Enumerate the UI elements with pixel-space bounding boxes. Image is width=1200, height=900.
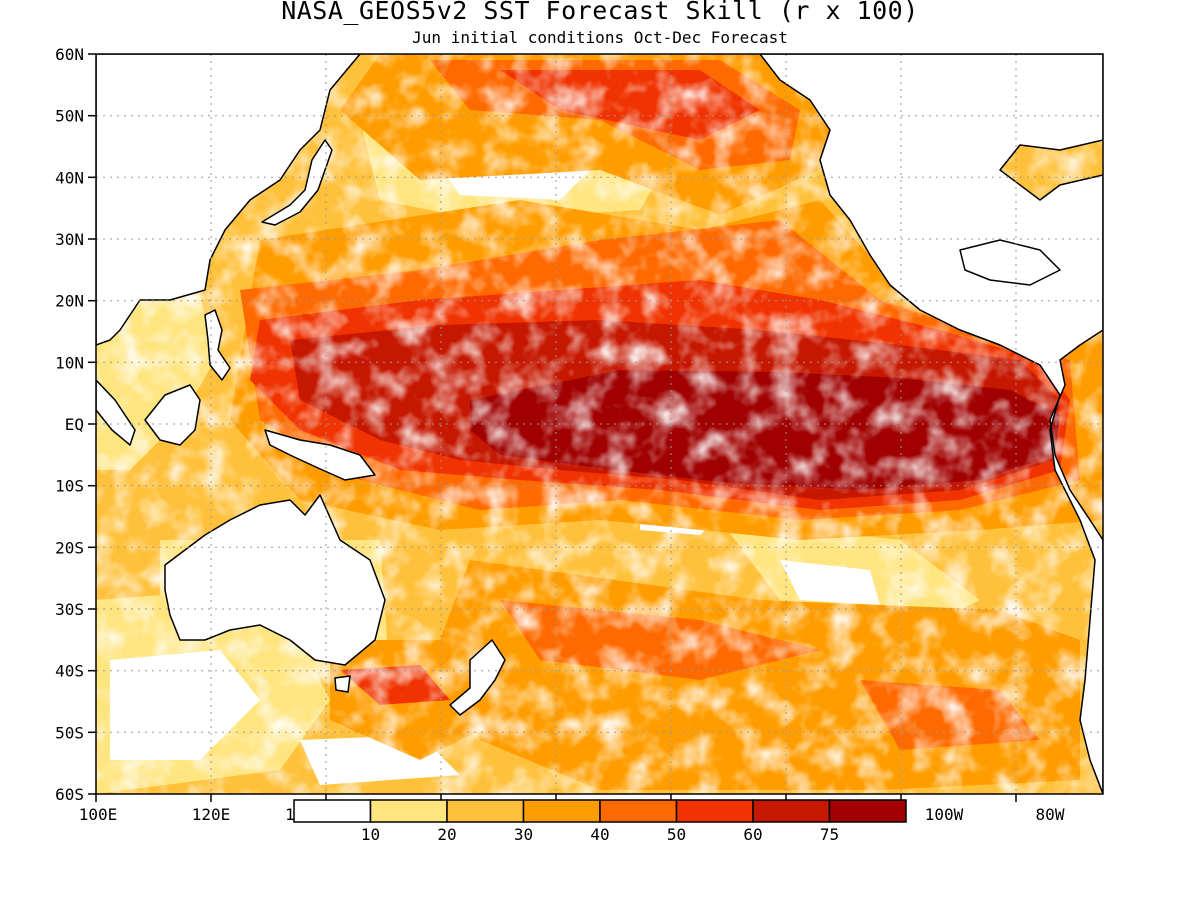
lat-label: 30N bbox=[55, 230, 84, 249]
graticule bbox=[96, 54, 1103, 794]
lat-tick-marks bbox=[88, 53, 96, 795]
lat-label: EQ bbox=[65, 415, 84, 434]
legend-swatch bbox=[675, 799, 754, 823]
lat-label: 30S bbox=[55, 600, 84, 619]
lon-label: 120E bbox=[192, 805, 231, 824]
land-new-guinea bbox=[264, 429, 376, 481]
legend-swatch bbox=[752, 799, 831, 823]
chart-title: NASA_GEOS5v2 SST Forecast Skill (r x 100… bbox=[281, 0, 919, 25]
chart-subtitle: Jun initial conditions Oct-Dec Forecast bbox=[412, 28, 788, 47]
legend-swatch bbox=[599, 799, 678, 823]
legend-tick-label: 75 bbox=[820, 825, 839, 844]
land-gulf-coast bbox=[959, 239, 1061, 286]
land-borneo bbox=[144, 384, 201, 446]
lat-label: 20S bbox=[55, 538, 84, 557]
lon-label: 100E bbox=[79, 805, 118, 824]
legend-tick-label: 10 bbox=[361, 825, 380, 844]
legend-tick-label: 60 bbox=[743, 825, 762, 844]
legend-tick-label: 20 bbox=[437, 825, 456, 844]
legend-tick-label: 30 bbox=[514, 825, 533, 844]
land-australia bbox=[164, 494, 386, 666]
lat-label: 10N bbox=[55, 353, 84, 372]
lat-labels: 60N 50N 40N 30N 20N 10N EQ 10S 20S 30S 4… bbox=[55, 45, 84, 804]
land-sumatra bbox=[96, 379, 136, 446]
legend-swatch bbox=[293, 799, 372, 823]
land-americas bbox=[759, 54, 1103, 794]
land-asia bbox=[96, 54, 361, 346]
lat-label: 60N bbox=[55, 45, 84, 64]
lat-label: 40S bbox=[55, 662, 84, 681]
land bbox=[96, 54, 1103, 794]
legend-tick-label: 50 bbox=[667, 825, 686, 844]
legend-swatch bbox=[828, 799, 907, 823]
land-tasmania bbox=[334, 675, 351, 693]
lat-label: 40N bbox=[55, 168, 84, 187]
legend-swatch bbox=[522, 799, 601, 823]
land-japan bbox=[261, 139, 333, 226]
lon-labels: 100E 120E 1 100W 80W bbox=[79, 805, 1065, 824]
map-field bbox=[96, 54, 1103, 794]
legend-swatch bbox=[369, 799, 448, 823]
lat-label: 20N bbox=[55, 292, 84, 311]
legend-tick-label: 40 bbox=[590, 825, 609, 844]
lat-label: 50S bbox=[55, 723, 84, 742]
lat-label: 50N bbox=[55, 107, 84, 126]
lat-label: 60S bbox=[55, 785, 84, 804]
land-new-zealand bbox=[449, 639, 506, 716]
lon-label: 80W bbox=[1036, 805, 1065, 824]
lon-label: 1 bbox=[285, 805, 295, 824]
color-legend: 10 20 30 40 50 60 75 bbox=[293, 799, 907, 844]
lat-label: 10S bbox=[55, 477, 84, 496]
lon-label: 100W bbox=[925, 805, 964, 824]
legend-swatch bbox=[446, 799, 525, 823]
